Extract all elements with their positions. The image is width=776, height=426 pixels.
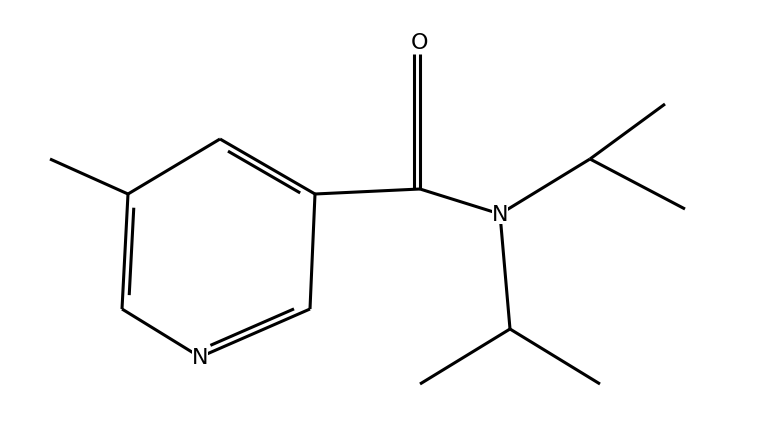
Text: N: N xyxy=(192,347,208,367)
Text: N: N xyxy=(492,204,508,225)
Text: O: O xyxy=(411,33,429,53)
